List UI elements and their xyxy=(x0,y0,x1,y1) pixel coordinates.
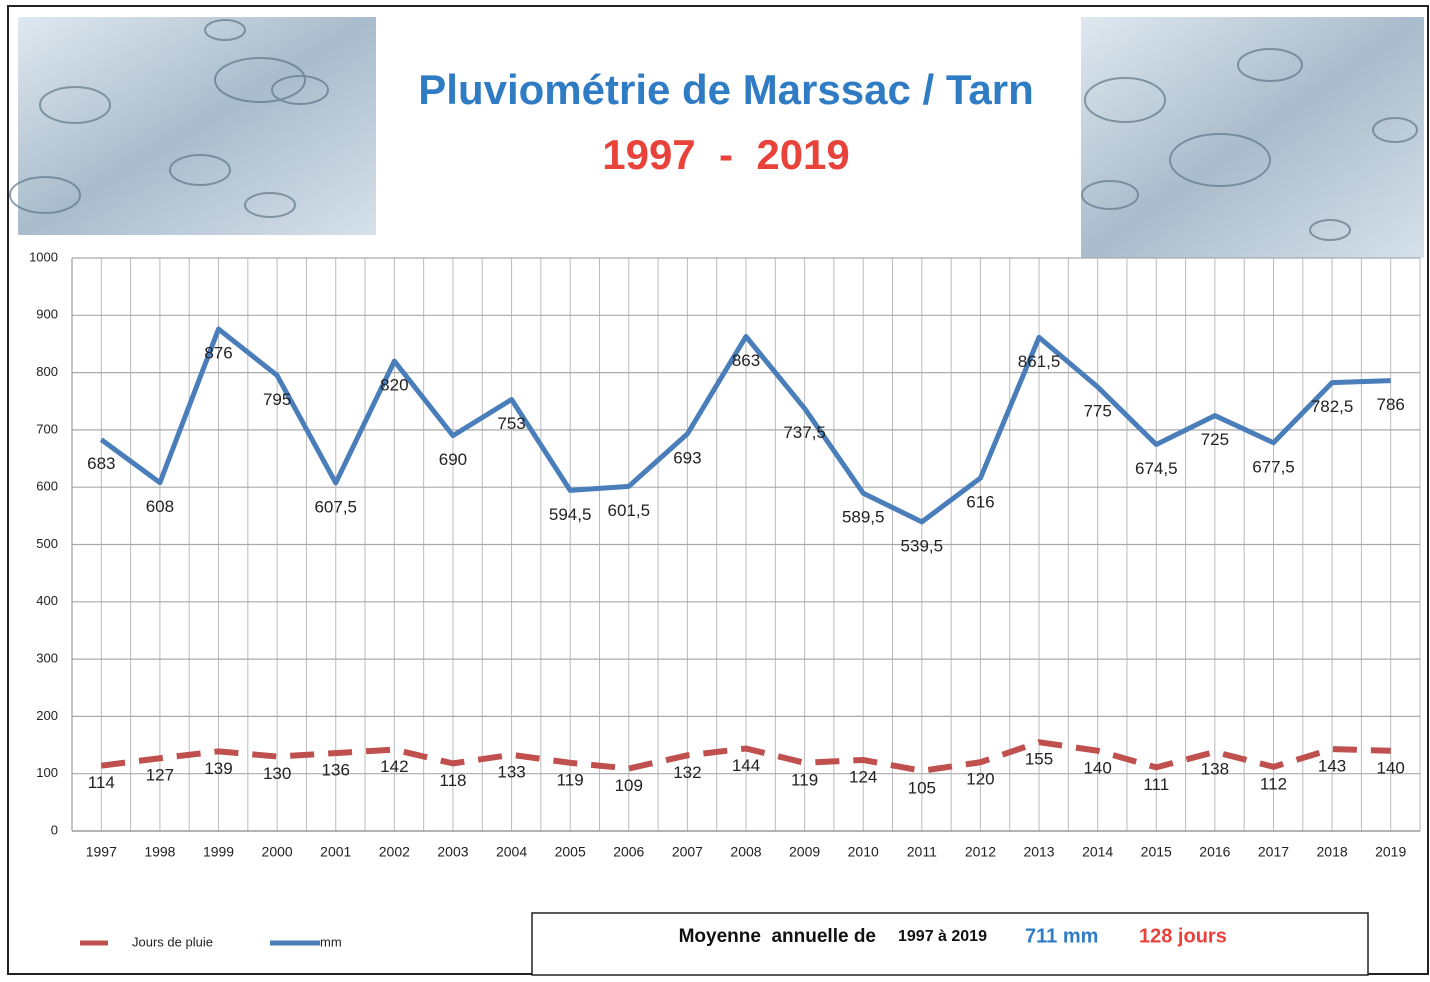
x-tick-label: 2004 xyxy=(496,844,527,860)
y-tick-label: 900 xyxy=(36,307,58,322)
summary-label: Moyenne annuelle de xyxy=(679,926,876,947)
data-label: 144 xyxy=(732,756,760,775)
data-label: 119 xyxy=(557,770,584,789)
data-label: 111 xyxy=(1143,775,1169,794)
x-tick-label: 2005 xyxy=(555,844,586,860)
x-tick-label: 2012 xyxy=(965,844,996,860)
data-label: 143 xyxy=(1318,757,1346,776)
legend-label: mm xyxy=(320,934,342,949)
y-tick-label: 800 xyxy=(36,364,58,379)
data-label: 608 xyxy=(146,497,174,516)
data-label: 120 xyxy=(966,770,994,789)
summary-days: 128 jours xyxy=(1139,925,1227,947)
data-label: 775 xyxy=(1083,401,1111,420)
chart-subtitle: 1997 - 2019 xyxy=(602,131,850,178)
data-label: 119 xyxy=(791,770,818,789)
data-label: 138 xyxy=(1201,759,1229,778)
data-label: 114 xyxy=(88,773,115,792)
x-tick-label: 1999 xyxy=(203,844,234,860)
x-tick-label: 2008 xyxy=(730,844,761,860)
x-tick-label: 2001 xyxy=(320,844,351,860)
data-label: 861,5 xyxy=(1018,352,1061,371)
y-tick-label: 600 xyxy=(36,479,58,494)
x-tick-label: 2000 xyxy=(262,844,293,860)
data-label: 124 xyxy=(849,767,877,786)
data-label: 112 xyxy=(1260,774,1287,793)
x-tick-label: 2003 xyxy=(437,844,468,860)
y-tick-label: 500 xyxy=(36,536,58,551)
data-label: 155 xyxy=(1025,750,1053,769)
x-tick-label: 2009 xyxy=(789,844,820,860)
data-label: 139 xyxy=(204,759,232,778)
x-tick-label: 2006 xyxy=(613,844,644,860)
data-label: 674,5 xyxy=(1135,459,1178,478)
data-label: 677,5 xyxy=(1252,457,1295,476)
data-label: 136 xyxy=(322,761,350,780)
x-tick-label: 2013 xyxy=(1023,844,1054,860)
data-label: 132 xyxy=(673,763,701,782)
data-label: 876 xyxy=(204,344,232,363)
data-label: 607,5 xyxy=(314,497,357,516)
page: Pluviométrie de Marssac / Tarn 1997 - 20… xyxy=(0,0,1430,977)
rain-image-right xyxy=(1081,17,1424,258)
x-tick-label: 2014 xyxy=(1082,844,1113,860)
data-label: 725 xyxy=(1201,430,1229,449)
data-label: 795 xyxy=(263,390,291,409)
x-tick-label: 2019 xyxy=(1375,844,1406,860)
data-label: 130 xyxy=(263,764,291,783)
data-label: 127 xyxy=(146,766,174,785)
data-label: 690 xyxy=(439,450,467,469)
x-tick-label: 2010 xyxy=(848,844,879,860)
chart-title: Pluviométrie de Marssac / Tarn xyxy=(418,66,1033,113)
data-label: 782,5 xyxy=(1311,397,1354,416)
data-label: 616 xyxy=(966,493,994,512)
x-tick-label: 2015 xyxy=(1141,844,1172,860)
y-tick-label: 400 xyxy=(36,593,58,608)
data-label: 589,5 xyxy=(842,508,885,527)
data-label: 753 xyxy=(497,414,525,433)
x-tick-label: 2011 xyxy=(907,844,937,860)
legend-label: Jours de pluie xyxy=(132,934,213,949)
data-label: 142 xyxy=(380,757,408,776)
data-label: 539,5 xyxy=(901,536,944,555)
data-label: 863 xyxy=(732,351,760,370)
data-label: 140 xyxy=(1083,758,1111,777)
data-label: 105 xyxy=(908,778,936,797)
x-tick-label: 2018 xyxy=(1317,844,1348,860)
data-label: 133 xyxy=(497,762,525,781)
data-label: 601,5 xyxy=(608,501,651,520)
x-tick-label: 2016 xyxy=(1199,844,1230,860)
data-label: 140 xyxy=(1377,758,1405,777)
rain-image-left xyxy=(10,17,376,235)
y-tick-label: 1000 xyxy=(29,249,58,264)
data-label: 594,5 xyxy=(549,505,592,524)
y-tick-label: 100 xyxy=(36,765,58,780)
x-tick-label: 2017 xyxy=(1258,844,1289,860)
y-tick-label: 700 xyxy=(36,421,58,436)
x-tick-label: 1997 xyxy=(86,844,117,860)
y-tick-label: 200 xyxy=(36,708,58,723)
x-tick-label: 2002 xyxy=(379,844,410,860)
data-label: 118 xyxy=(439,771,466,790)
data-label: 820 xyxy=(380,376,408,395)
x-tick-label: 2007 xyxy=(672,844,703,860)
x-tick-label: 1998 xyxy=(144,844,175,860)
data-label: 693 xyxy=(673,448,701,467)
y-tick-label: 0 xyxy=(51,822,58,837)
data-label: 683 xyxy=(87,454,115,473)
data-label: 109 xyxy=(615,776,643,795)
y-tick-label: 300 xyxy=(36,651,58,666)
data-label: 786 xyxy=(1377,395,1405,414)
summary-period: 1997 à 2019 xyxy=(898,928,987,945)
data-label: 737,5 xyxy=(783,423,826,442)
summary-mm: 711 mm xyxy=(1025,925,1098,947)
